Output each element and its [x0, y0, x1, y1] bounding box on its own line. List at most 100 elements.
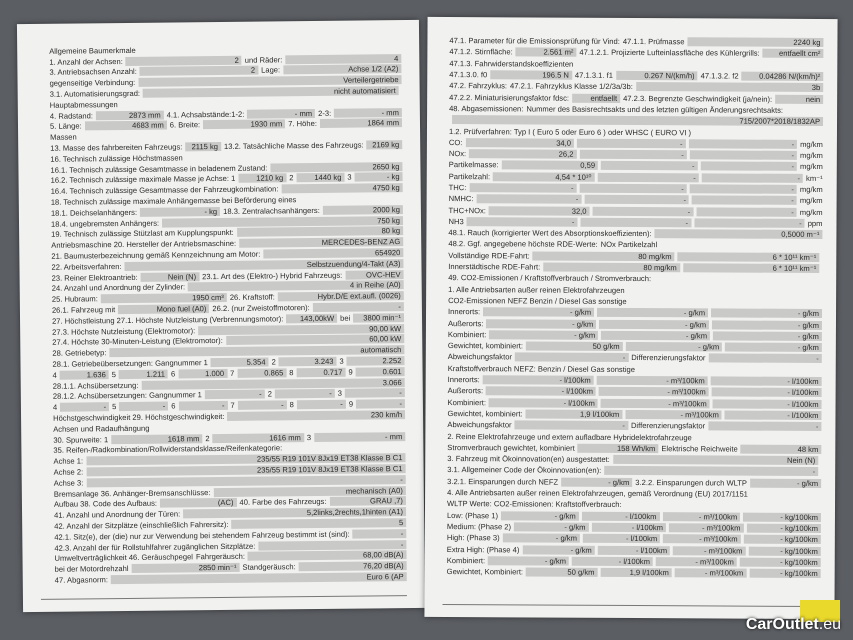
field-label: 48.2. Ggf. angegebene höchste RDE-Werte: [448, 239, 598, 250]
field-value: 1210 kg [238, 173, 287, 184]
field-label: 8 [289, 400, 294, 410]
field-value: - m³/100km [596, 375, 708, 386]
field-label: 28.1.1. Achsübersetzung: [52, 380, 139, 391]
field-value: - m³/100km [673, 545, 746, 556]
field-label: 13. Masse des fahrbereiten Fahrzeugs: [50, 142, 183, 153]
field-value: 80 kg [236, 226, 404, 238]
field-label: 6 [171, 401, 176, 411]
field-value: 2873 mm [95, 110, 164, 120]
field-value: - g/km [713, 331, 822, 341]
field-label: NMHC: [448, 194, 474, 204]
field-value: - [579, 183, 687, 194]
field-value: - l/100km [591, 522, 667, 533]
field-label: 47.2. Fahrzyklus: [449, 81, 508, 91]
field-value: - m³/100km [674, 568, 747, 578]
field-label: Achse 2: [53, 467, 84, 477]
field-value: - g/km [599, 319, 710, 329]
field-label: 48.1. Rauch (korrigierter Wert des Absor… [448, 228, 652, 239]
field-value: 715/2007*2018/1832AP [452, 115, 824, 127]
field-value: - [119, 401, 169, 412]
field-value: 2115 kg [185, 142, 222, 152]
field-value: - kg/100km [746, 523, 821, 533]
field-value: - [694, 218, 805, 228]
field-value: - g/km [625, 342, 723, 352]
field-value: - [708, 421, 822, 432]
field-value: 2850 min⁻¹ [131, 562, 240, 574]
field-label: Differenzierungsfaktor [631, 353, 706, 363]
field-label: und Räder: [244, 55, 283, 65]
field-value: 2 [139, 66, 259, 77]
field-value: - g/km [725, 342, 822, 353]
field-value: - g/km [483, 307, 595, 318]
watermark-brand: CarOutlet [745, 616, 819, 633]
field-label: 3 [347, 173, 352, 183]
field-value: - kg/100km [749, 568, 821, 579]
field-value: - [576, 138, 686, 149]
field-value: 0.865 [237, 368, 287, 378]
field-label: 47.1. Parameter für die Emissionsprüfung… [449, 36, 620, 47]
field-label: CO: [448, 137, 463, 147]
field-value: - [700, 161, 798, 172]
field-value: entfaellt cm² [762, 49, 824, 59]
field-value: - g/km [561, 477, 633, 487]
field-label: 18.3. Zentralachsanhängers: [223, 205, 320, 216]
field-value: - [579, 149, 687, 160]
field-value: - m³/100km [663, 534, 741, 544]
field-value: - [296, 399, 346, 410]
field-label: 19. Technisch zulässige Stützlast am Kup… [51, 228, 234, 240]
field-value: 1,9 l/100km [525, 409, 623, 419]
field-value: - l/100km [710, 376, 822, 387]
field-label: 2 [205, 433, 210, 443]
document-page-right: 47.1. Parameter für die Emissionsprüfung… [424, 16, 838, 620]
field-label: 2 [267, 389, 272, 399]
field-label: 18.1. Deichselanhängers: [50, 207, 138, 218]
field-value: 2169 kg [366, 140, 403, 150]
field-label: 4 [52, 402, 58, 412]
field-label: 28.1.2. Achsübersetzungen: Gangnummer 1 [52, 390, 202, 402]
field-value: - [688, 139, 798, 149]
field-value: 3.243 [278, 356, 337, 367]
field-value: 1.000 [178, 368, 228, 379]
field-value: - l/100km [581, 511, 660, 521]
field-value: 26,2 [469, 149, 577, 159]
field-value: - kg [139, 206, 221, 217]
field-label: 18.4. ungebremsten Anhängers: [50, 218, 160, 229]
field-value: - [514, 352, 629, 363]
field-label: gegenseitige Verbindung: [49, 78, 136, 89]
field-value: - g/km [489, 330, 599, 340]
field-label: 47.1.1. Prüfmasse [622, 37, 685, 47]
field-value: - [258, 539, 407, 551]
field-label: bei [340, 313, 351, 323]
field-value: 5.354 [210, 357, 269, 368]
field-value: - [601, 161, 698, 171]
field-value: 1.636 [59, 369, 109, 380]
field-label: 5 [111, 369, 117, 379]
field-label: 5. Länge: [49, 121, 82, 132]
field-label: 9 [348, 367, 353, 377]
field-value: - [355, 399, 406, 409]
field-label: 47.2.3. Begrenzte Geschwindigkeit (ja/ne… [623, 93, 773, 104]
field-label: mg/km [800, 139, 823, 149]
field-value: 5 [231, 518, 407, 529]
field-label: Kraftstoffverbrauch NEFZ: Benzin / Diese… [447, 363, 636, 374]
field-label: 22. Arbeitsverfahren: [51, 261, 122, 272]
watermark-tld: .eu [818, 616, 841, 633]
field-label: 4 [52, 370, 57, 380]
field-label: 26.1. Fahrzeug mit [51, 305, 116, 315]
field-label: 6. Breite: [169, 120, 201, 130]
field-value: - [708, 353, 822, 364]
field-value: 80 mg/km [532, 251, 675, 262]
field-value: 4 [285, 53, 402, 64]
field-value: 4683 mm [84, 121, 167, 131]
field-label: 47.1.2.1. Projizierte Lufteinlassfläche … [579, 48, 760, 59]
field-value: - [469, 183, 577, 193]
field-value: - [237, 400, 287, 411]
field-value: 0,5000 m⁻¹ [654, 229, 823, 240]
field-value: 2240 kg [687, 37, 824, 48]
field-label: 25. Hubraum: [51, 294, 98, 304]
field-value: - [344, 388, 405, 399]
field-label: Achse 3: [53, 478, 84, 488]
field-label: 2-3: [318, 108, 332, 118]
field-label: 16.2. Technisch zulässige maximale Masse… [50, 174, 236, 186]
field-label: 1. Anzahl der Achsen: [49, 56, 123, 67]
